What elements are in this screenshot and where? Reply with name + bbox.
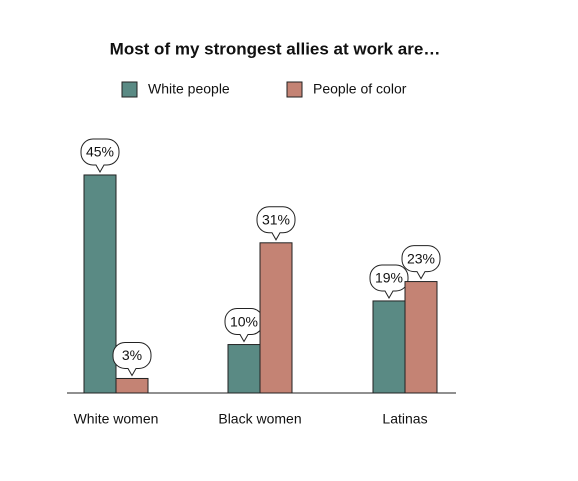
chart-title: Most of my strongest allies at work are… — [110, 39, 441, 58]
legend-label: White people — [148, 81, 230, 97]
callout — [112, 341, 152, 377]
value-label: 31% — [262, 212, 290, 228]
value-label: 3% — [122, 347, 142, 363]
legend-label: People of color — [313, 81, 407, 97]
bar — [372, 300, 406, 394]
x-tick-label: Latinas — [382, 411, 427, 427]
legend-swatch — [286, 81, 303, 98]
callout — [401, 245, 441, 280]
callout — [369, 264, 409, 299]
value-label: 23% — [407, 250, 435, 266]
bar — [227, 344, 261, 394]
x-tick-label: Black women — [218, 411, 301, 427]
legend-swatch — [121, 81, 138, 98]
callout — [256, 206, 296, 241]
callout — [80, 138, 120, 173]
value-label: 10% — [230, 313, 258, 329]
value-label: 19% — [375, 270, 403, 286]
value-label: 45% — [86, 144, 114, 160]
bar — [115, 377, 149, 394]
bar — [259, 242, 293, 394]
bar — [404, 281, 438, 394]
bar — [83, 174, 117, 394]
x-tick-label: White women — [74, 411, 159, 427]
